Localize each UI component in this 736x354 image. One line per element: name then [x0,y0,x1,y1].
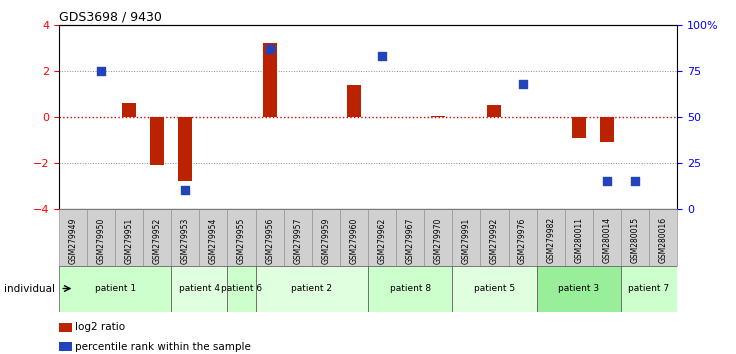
Text: GSM279950: GSM279950 [96,217,105,264]
Text: patient 7: patient 7 [629,284,670,293]
Text: patient 2: patient 2 [291,284,332,293]
Bar [122,103,136,117]
Bar [263,43,277,117]
Bar [312,209,340,266]
Text: percentile rank within the sample: percentile rank within the sample [75,342,251,352]
Point [376,53,388,59]
Text: GSM279951: GSM279951 [124,217,134,264]
Bar [368,266,453,312]
Bar [481,209,509,266]
Text: GSM279949: GSM279949 [68,217,77,264]
Bar [368,209,396,266]
Bar [178,117,192,181]
Text: patient 6: patient 6 [221,284,262,293]
Point [517,81,528,86]
Text: GSM279957: GSM279957 [293,217,302,264]
Bar [171,266,227,312]
Bar [431,116,445,117]
Text: GSM279952: GSM279952 [153,217,162,264]
Bar [150,117,164,165]
Text: GSM280015: GSM280015 [631,217,640,263]
Text: GSM279970: GSM279970 [434,217,443,264]
Bar [424,209,453,266]
Bar [453,266,537,312]
Bar [115,209,144,266]
Bar [600,117,614,142]
Point [95,68,107,74]
Bar [396,209,424,266]
Bar [621,209,649,266]
Text: GSM279967: GSM279967 [406,217,414,264]
Text: GSM279960: GSM279960 [350,217,358,264]
Bar [537,209,565,266]
Bar [227,209,255,266]
Bar [649,209,677,266]
Bar [537,266,621,312]
Text: patient 8: patient 8 [389,284,431,293]
Bar [621,266,677,312]
Bar [255,209,283,266]
Bar [347,85,361,117]
Text: patient 1: patient 1 [94,284,135,293]
Bar [255,266,368,312]
Text: GSM280011: GSM280011 [574,217,583,263]
Text: GSM279991: GSM279991 [462,217,471,264]
Text: GSM279976: GSM279976 [518,217,527,264]
Bar [592,209,621,266]
Bar [487,105,501,117]
Text: patient 3: patient 3 [558,284,599,293]
Bar [453,209,481,266]
Bar [227,266,255,312]
Point [180,188,191,193]
Text: patient 5: patient 5 [474,284,515,293]
Text: GSM279959: GSM279959 [322,217,330,264]
Text: patient 4: patient 4 [179,284,220,293]
Text: GSM279956: GSM279956 [265,217,274,264]
Text: GSM280016: GSM280016 [659,217,668,263]
Text: GSM279992: GSM279992 [490,217,499,264]
Text: GSM279962: GSM279962 [378,217,386,264]
Text: GSM279955: GSM279955 [237,217,246,264]
Bar [171,209,199,266]
Point [629,178,641,184]
Text: GSM279954: GSM279954 [209,217,218,264]
Text: log2 ratio: log2 ratio [75,322,125,332]
Bar [199,209,227,266]
Text: GSM279953: GSM279953 [181,217,190,264]
Text: GSM279982: GSM279982 [546,217,555,263]
Text: GSM280014: GSM280014 [602,217,612,263]
Point [601,178,613,184]
Bar [565,209,592,266]
Text: individual: individual [4,284,54,293]
Bar [572,117,586,138]
Bar [340,209,368,266]
Bar [87,209,115,266]
Bar [59,209,87,266]
Point [263,46,275,52]
Bar [144,209,171,266]
Bar [509,209,537,266]
Text: GDS3698 / 9430: GDS3698 / 9430 [59,11,162,24]
Bar [59,266,171,312]
Bar [283,209,312,266]
